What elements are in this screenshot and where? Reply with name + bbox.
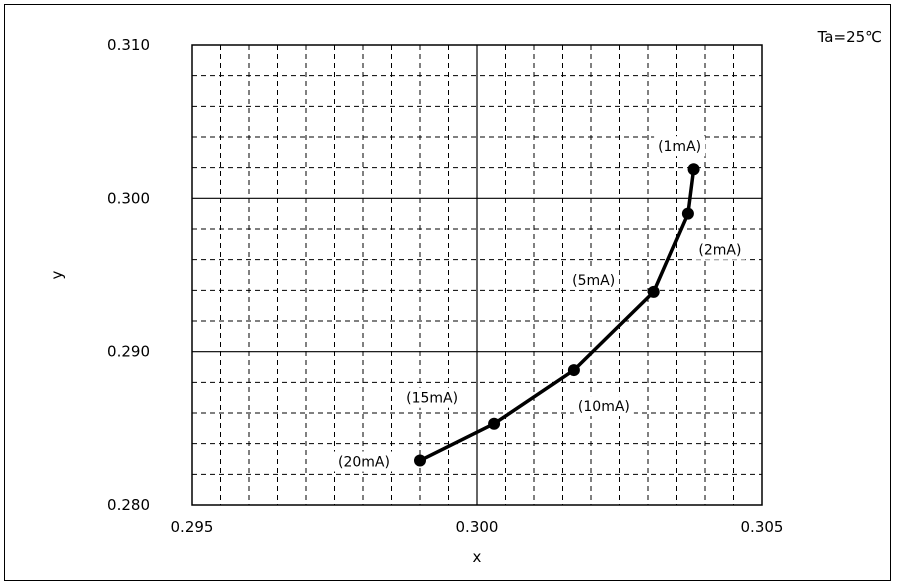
point-label: (15mA) <box>406 391 458 407</box>
point-label: (10mA) <box>578 399 630 415</box>
x-axis-label: x <box>473 548 482 566</box>
grid-major <box>192 45 762 505</box>
chart-frame <box>4 4 891 581</box>
point-label-background <box>694 239 746 260</box>
y-tick-label: 0.290 <box>107 343 150 361</box>
data-point <box>488 417 501 430</box>
point-label: (5mA) <box>572 273 615 289</box>
data-point <box>647 285 660 298</box>
y-tick-label: 0.280 <box>107 496 150 514</box>
point-label-background <box>573 396 634 417</box>
point-label-background <box>568 269 620 290</box>
data-point <box>681 207 694 220</box>
point-label-background <box>654 136 706 157</box>
x-tick-label: 0.295 <box>171 518 214 536</box>
point-label: (20mA) <box>338 455 390 471</box>
point-label-background <box>402 387 463 408</box>
data-point <box>567 364 580 377</box>
condition-label: Ta=25℃ <box>817 28 882 46</box>
point-label-background <box>334 451 394 472</box>
plot-area-border <box>191 44 763 506</box>
y-tick-label: 0.300 <box>107 189 150 207</box>
series-line <box>419 168 696 463</box>
point-label: (1mA) <box>658 139 701 155</box>
data-point <box>414 454 426 467</box>
grid-minor <box>192 45 762 505</box>
point-label: (2mA) <box>698 243 741 259</box>
y-axis-label: y <box>48 270 66 279</box>
data-point <box>687 163 700 176</box>
y-tick-label: 0.310 <box>107 36 150 54</box>
x-tick-label: 0.300 <box>456 518 499 536</box>
x-tick-label: 0.305 <box>741 518 784 536</box>
